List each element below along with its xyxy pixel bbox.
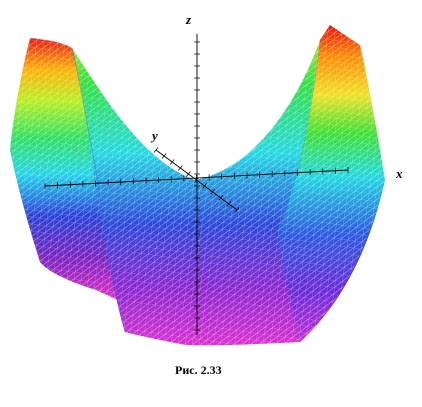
y-axis-tick [218,195,224,201]
z-axis-label: z [185,12,192,27]
y-axis-tick [234,207,240,213]
figure-caption: Рис. 2.33 [175,363,222,377]
y-axis-tick [194,177,199,183]
y-axis-tick [169,159,175,165]
surface-left-wing-mesh [10,38,118,300]
x-axis-label: x [395,166,403,181]
y-axis-tick [210,189,215,195]
axis-ticks [44,41,349,331]
y-axis-label: y [150,128,158,143]
y-axis-tick [153,147,159,153]
surface-fold-edge-left [71,47,126,333]
surface-fold-edge-right [277,39,321,343]
y-axis-tick [178,165,183,171]
surface-main-mesh [72,25,385,346]
y-axis-tick [202,183,207,189]
y-axis-tick [226,201,232,207]
y-axis-tick [161,153,167,159]
y-axis-tick [186,171,191,177]
